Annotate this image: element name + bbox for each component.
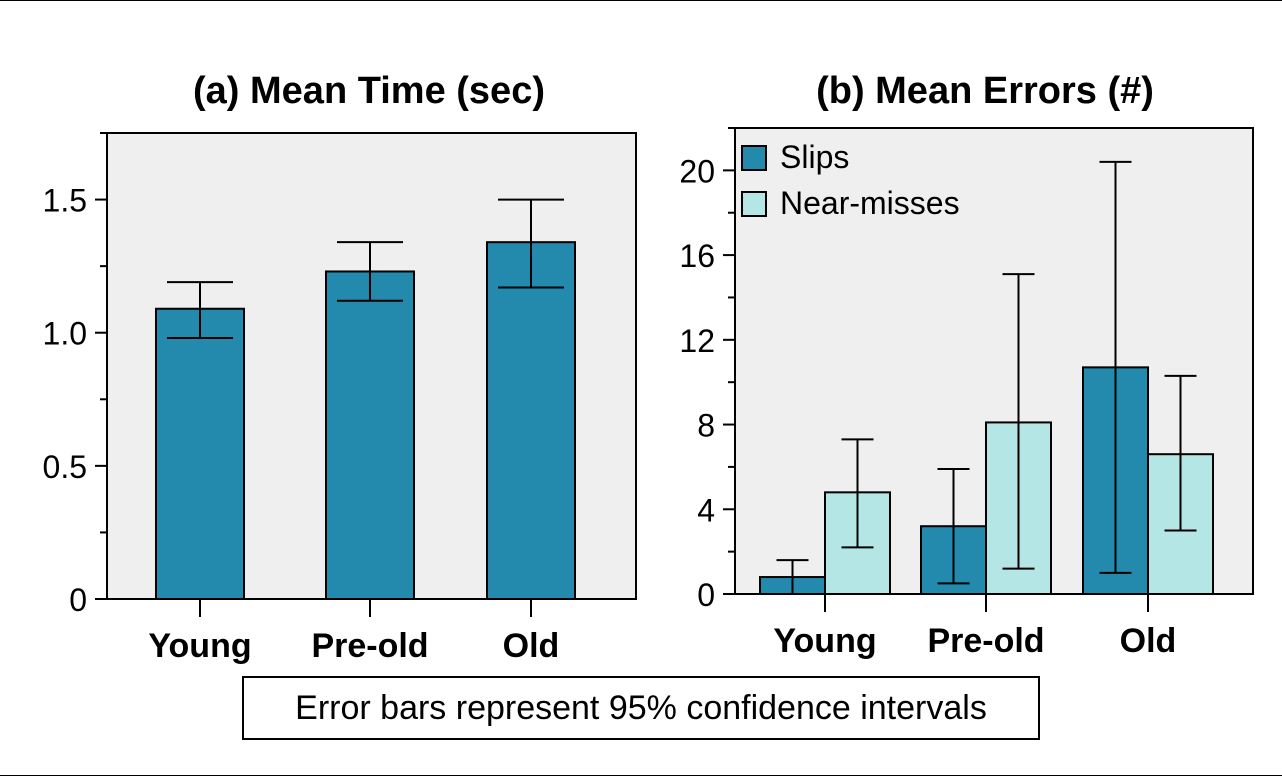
panel-a-x-axis: Young Pre-old Old — [148, 599, 559, 665]
x-tick-label-young: Young — [148, 627, 251, 665]
y-tick-label: 20 — [679, 153, 715, 189]
error-bar-pre-old-slips — [937, 468, 970, 585]
error-bar-old-slips — [1099, 160, 1132, 574]
error-bar-old-value — [498, 198, 564, 289]
legend-swatch-slips — [741, 145, 767, 171]
panel-b-bars — [759, 160, 1214, 596]
error-bar-old-near-misses — [1164, 374, 1197, 532]
footnote-text: Error bars represent 95% confidence inte… — [295, 688, 987, 727]
legend-item-slips: Slips — [741, 139, 849, 175]
bar-young-value — [155, 307, 245, 600]
legend: Slips Near-misses — [741, 139, 960, 221]
y-tick-label: 0.5 — [43, 449, 87, 485]
error-bar-young-value — [167, 281, 233, 340]
error-bar-young-near-misses — [841, 438, 874, 549]
y-tick-label: 1.0 — [43, 316, 87, 352]
panel-a-title: (a) Mean Time (sec) — [193, 70, 545, 112]
panel-b-title: (b) Mean Errors (#) — [816, 70, 1154, 112]
panel-a: (a) Mean Time (sec) 0 0.5 1.0 1.5 Young Pre-… — [43, 70, 637, 665]
y-tick-label: 16 — [679, 238, 715, 274]
x-tick-label-pre-old: Pre-old — [311, 627, 428, 665]
bar-old-value — [486, 241, 576, 600]
y-tick-label: 4 — [697, 492, 715, 528]
error-bar-pre-old-value — [337, 241, 403, 302]
panel-b-x-axis: Young Pre-old Old — [773, 594, 1176, 660]
bottom-rule — [0, 775, 1282, 776]
y-tick-label: 0 — [69, 582, 87, 618]
panel-b: (b) Mean Errors (#) 0 4 8 12 16 20 Young Pre-o… — [679, 70, 1254, 660]
panel-a-bars — [155, 198, 576, 600]
x-tick-label-old: Old — [503, 627, 560, 665]
legend-label-slips: Slips — [780, 139, 849, 175]
error-bar-pre-old-near-misses — [1002, 273, 1035, 570]
x-tick-label-old: Old — [1120, 622, 1177, 660]
top-rule — [0, 0, 1282, 1]
y-tick-label: 0 — [697, 577, 715, 613]
footnote-box: Error bars represent 95% confidence inte… — [242, 676, 1040, 740]
x-tick-label-pre-old: Pre-old — [927, 622, 1044, 660]
legend-label-near-misses: Near-misses — [780, 185, 960, 221]
y-tick-label: 12 — [679, 323, 715, 359]
y-tick-label: 1.5 — [43, 183, 87, 219]
bar-pre-old-value — [325, 270, 415, 600]
y-tick-label: 8 — [697, 408, 715, 444]
error-bar-young-slips — [776, 559, 809, 595]
legend-item-near-misses: Near-misses — [741, 185, 960, 221]
panel-a-y-axis: 0 0.5 1.0 1.5 — [43, 132, 107, 618]
panel-b-y-axis: 0 4 8 12 16 20 — [679, 127, 735, 613]
legend-swatch-near-misses — [741, 191, 767, 217]
x-tick-label-young: Young — [773, 622, 876, 660]
